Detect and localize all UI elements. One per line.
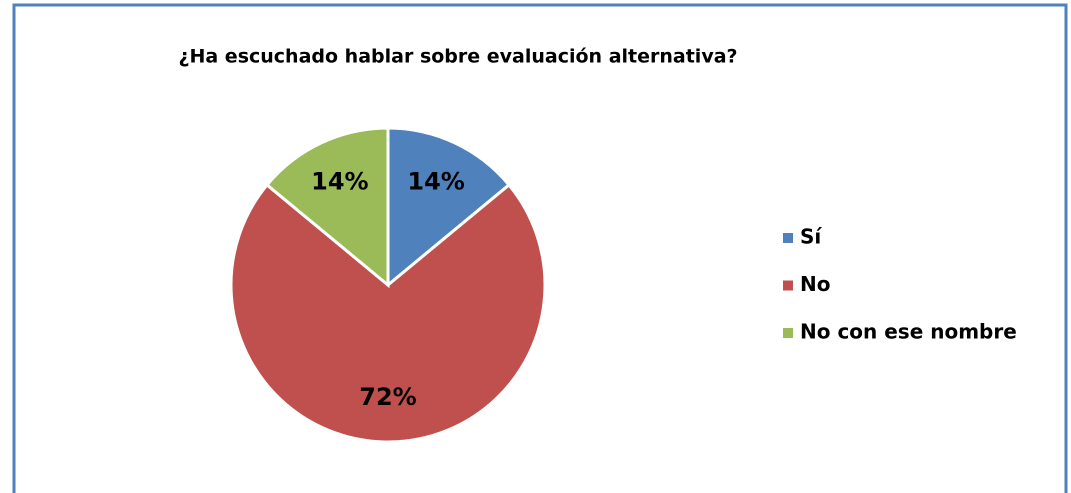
data-label: 14% (311, 168, 368, 196)
legend-swatch (783, 233, 793, 243)
pie-slice (229, 182, 547, 444)
pie-slice (386, 126, 512, 289)
legend-swatch (783, 280, 793, 291)
chart-title: ¿Ha escuchado hablar sobre evaluación al… (178, 46, 737, 68)
data-label: 72% (359, 383, 416, 411)
data-label: 14% (407, 168, 464, 196)
legend-label: Sí (800, 225, 822, 249)
legend-swatch (783, 328, 793, 338)
pie-slice (264, 126, 390, 289)
legend-label: No (800, 272, 830, 296)
legend-label: No con ese nombre (800, 320, 1017, 344)
